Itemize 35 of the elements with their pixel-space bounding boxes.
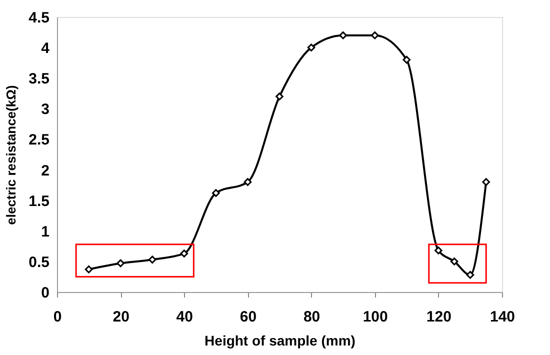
y-tick-label: 0.5 [28,254,50,271]
y-tick-label: 4 [41,40,50,58]
point [466,270,474,279]
point [244,178,252,186]
x-tick-label: 20 [112,308,130,326]
y-tick-label: 2 [41,162,50,180]
point [482,178,490,186]
x-axis-title: Height of sample (mm) [204,332,356,348]
point [116,259,124,268]
y-tick-label: 0 [41,284,50,302]
point [339,31,347,40]
x-tick-label: 40 [176,308,193,326]
y-tick-label: 1.5 [28,192,50,210]
y-axis-title: electric resistance(kΩ) [4,85,19,225]
point [402,56,411,64]
point [212,189,220,197]
y-tick-label: 1 [41,223,50,240]
x-tick-label: 80 [303,308,320,326]
point [84,265,93,274]
y-tick-label: 2.5 [28,132,50,149]
point [180,250,188,258]
x-tick-label: 100 [362,308,388,326]
x-tick-label: 140 [490,308,516,326]
point [307,44,316,52]
x-tick-label: 0 [53,308,62,326]
y-tick-label: 4.5 [28,10,50,26]
y-tick-label: 3 [41,101,50,118]
x-tick-label: 120 [426,308,452,326]
point [148,256,156,264]
point [434,246,442,254]
point [276,92,284,100]
point [370,31,379,40]
y-tick-label: 3.5 [28,70,50,88]
x-tick-label: 60 [240,308,257,326]
point [450,258,458,266]
